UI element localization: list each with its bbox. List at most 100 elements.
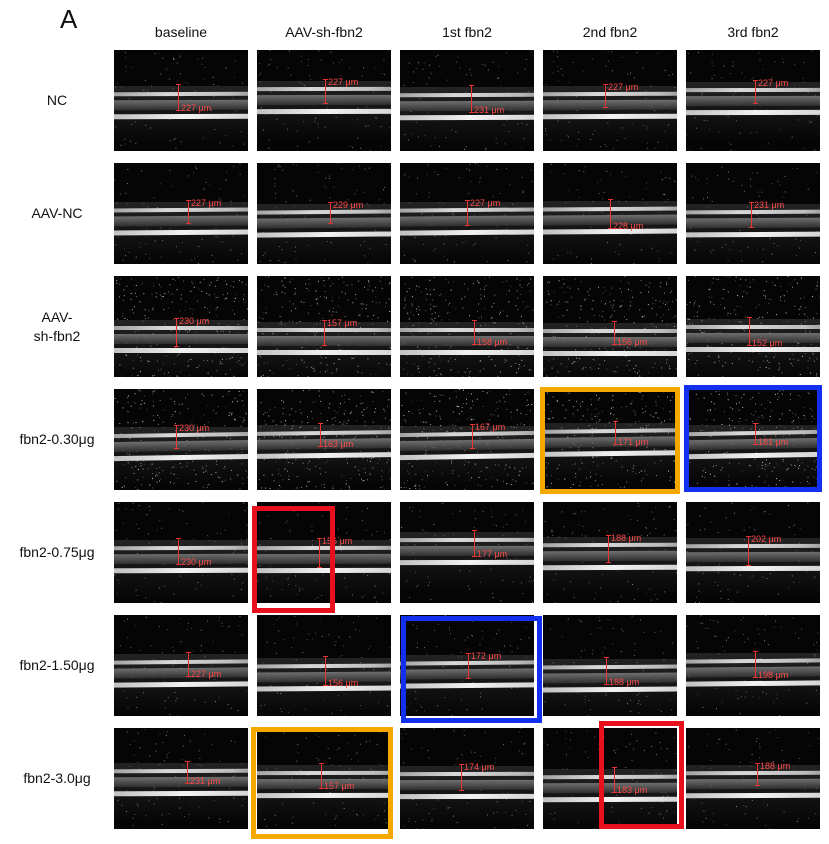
speckle [269, 260, 271, 262]
speckle [306, 485, 308, 487]
speckle [284, 262, 286, 264]
speckle [117, 592, 118, 594]
speckle [208, 450, 210, 452]
speckle [162, 57, 164, 59]
speckle [180, 618, 182, 620]
speckle [438, 202, 440, 204]
speckle [816, 458, 818, 460]
speckle [634, 598, 636, 600]
speckle [803, 345, 805, 347]
speckle [777, 540, 779, 542]
speckle [331, 428, 333, 430]
speckle [293, 510, 295, 512]
speckle [438, 623, 439, 625]
speckle [732, 65, 734, 67]
speckle [583, 348, 585, 350]
thickness-scale-bar [328, 202, 333, 224]
speckle [747, 344, 749, 346]
speckle [644, 328, 646, 329]
speckle [499, 192, 501, 194]
thickness-label: 181 μm [758, 437, 789, 447]
speckle [591, 432, 593, 434]
speckle [625, 406, 627, 408]
oct-scan-image: 188 μm [543, 615, 677, 716]
speckle [531, 181, 533, 182]
speckle [570, 487, 572, 489]
speckle [137, 595, 139, 596]
speckle [308, 633, 310, 635]
speckle [240, 357, 242, 359]
speckle [335, 641, 337, 643]
speckle [472, 282, 474, 284]
speckle [611, 457, 613, 459]
speckle [328, 278, 330, 280]
speckle [739, 321, 741, 323]
speckle [314, 598, 316, 600]
speckle [570, 252, 572, 254]
speckle [509, 393, 511, 395]
speckle [197, 582, 199, 583]
speckle [652, 416, 654, 418]
speckle [710, 521, 712, 523]
speckle [185, 452, 187, 454]
speckle [781, 393, 783, 395]
speckle [225, 179, 227, 181]
speckle [708, 296, 710, 298]
speckle [417, 584, 419, 586]
speckle [125, 56, 127, 58]
speckle [625, 200, 627, 202]
speckle [376, 744, 378, 746]
speckle [756, 419, 758, 421]
oct-scan-image: 157 μm [257, 276, 391, 377]
speckle [631, 584, 633, 585]
speckle [712, 249, 714, 251]
speckle [135, 466, 137, 468]
speckle [737, 321, 739, 323]
speckle [215, 308, 217, 310]
speckle [696, 316, 698, 317]
speckle [735, 280, 736, 282]
speckle [804, 321, 806, 323]
speckle [267, 602, 268, 603]
speckle [696, 311, 698, 313]
speckle [287, 576, 289, 578]
speckle [373, 669, 375, 671]
speckle [308, 290, 310, 292]
speckle [511, 687, 513, 689]
speckle [275, 197, 277, 199]
speckle [157, 475, 159, 477]
speckle [367, 358, 369, 360]
speckle [674, 326, 675, 327]
speckle [328, 178, 330, 179]
speckle [568, 121, 570, 123]
speckle [180, 641, 182, 643]
speckle [169, 170, 171, 172]
speckle [302, 462, 304, 464]
speckle [792, 358, 794, 360]
speckle [267, 362, 269, 364]
retina-layer-band [686, 109, 820, 116]
speckle [657, 447, 659, 449]
speckle [479, 581, 481, 583]
speckle [187, 394, 188, 395]
speckle [750, 132, 752, 134]
speckle [639, 347, 641, 348]
speckle [412, 258, 414, 260]
speckle [355, 297, 357, 299]
speckle [749, 527, 750, 529]
speckle [561, 427, 563, 429]
speckle [313, 331, 315, 333]
speckle [186, 522, 188, 524]
speckle [740, 306, 742, 308]
speckle [556, 468, 558, 469]
speckle [335, 116, 337, 118]
speckle [362, 402, 364, 404]
speckle [498, 651, 500, 653]
speckle [751, 346, 753, 348]
speckle [163, 563, 165, 565]
speckle [380, 126, 382, 128]
speckle [332, 283, 334, 285]
speckle [510, 411, 512, 413]
speckle [333, 62, 334, 64]
speckle [553, 818, 555, 820]
